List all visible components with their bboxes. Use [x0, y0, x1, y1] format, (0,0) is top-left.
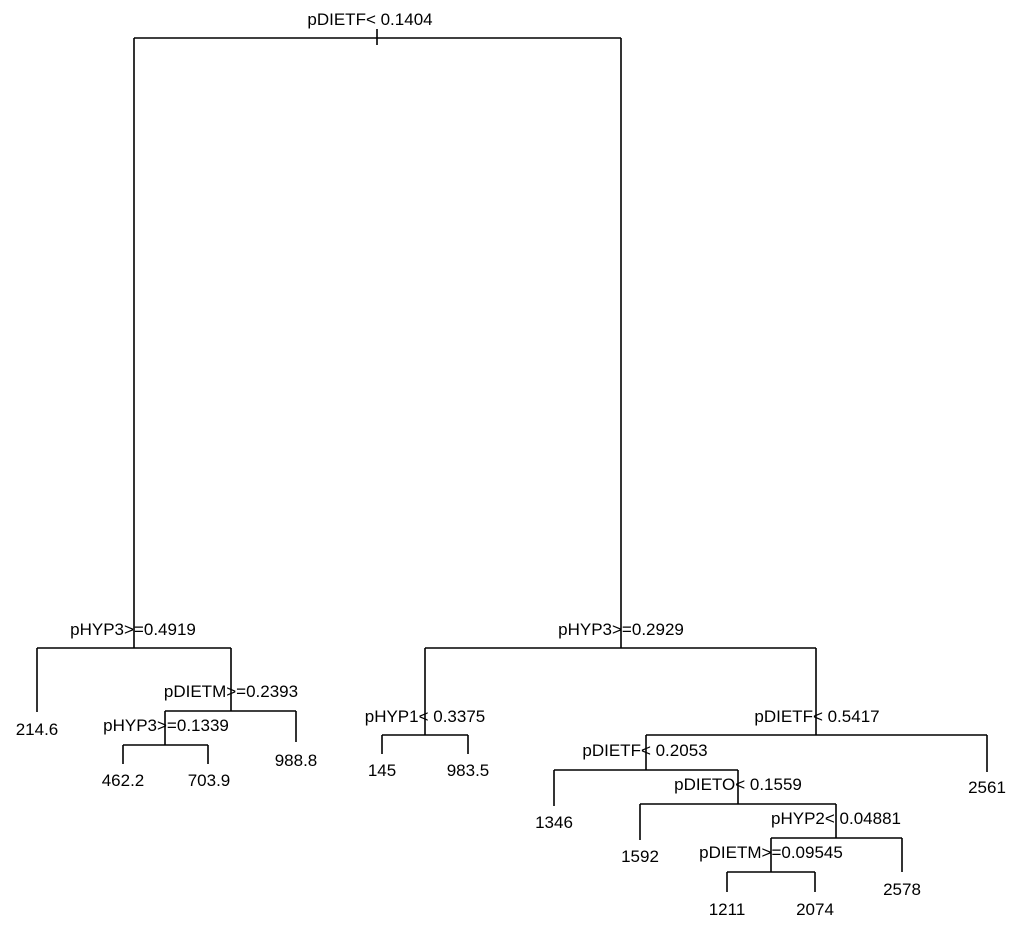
leaf-value: 2074: [796, 900, 834, 919]
leaf-value: 214.6: [16, 720, 59, 739]
split-label-n10: pHYP3>=0.1339: [103, 716, 229, 735]
leaf-value: 462.2: [102, 771, 145, 790]
split-label-n2: pHYP3>=0.4919: [70, 620, 196, 639]
split-label-n5: pDIETM>=0.2393: [164, 682, 298, 701]
leaf-value: 1211: [709, 900, 746, 919]
leaf-value: 983.5: [447, 761, 490, 780]
leaf-value: 1592: [621, 847, 659, 866]
tree-branches: [36, 29, 988, 892]
split-label-n3: pHYP3>=0.2929: [558, 620, 684, 639]
split-label-n59: pHYP2< 0.04881: [771, 809, 901, 828]
leaf-value: 703.9: [188, 771, 231, 790]
leaf-value: 2578: [883, 880, 921, 899]
leaf-value: 988.8: [275, 751, 318, 770]
split-label-n7: pDIETF< 0.5417: [754, 707, 879, 726]
leaf-value: 2561: [968, 778, 1006, 797]
leaf-value: 1346: [535, 813, 573, 832]
split-labels: pDIETF< 0.1404 pHYP3>=0.4919 pDIETM>=0.2…: [70, 10, 901, 862]
leaf-value: 145: [368, 761, 396, 780]
leaf-values: 214.6 462.2 703.9 988.8 145 983.5 1346 1…: [16, 720, 1006, 919]
split-label-n118: pDIETM>=0.09545: [699, 843, 843, 862]
split-label-n6: pHYP1< 0.3375: [365, 707, 486, 726]
split-label-n29: pDIETO< 0.1559: [674, 775, 802, 794]
split-label-root: pDIETF< 0.1404: [307, 10, 432, 29]
split-label-n14: pDIETF< 0.2053: [582, 741, 707, 760]
